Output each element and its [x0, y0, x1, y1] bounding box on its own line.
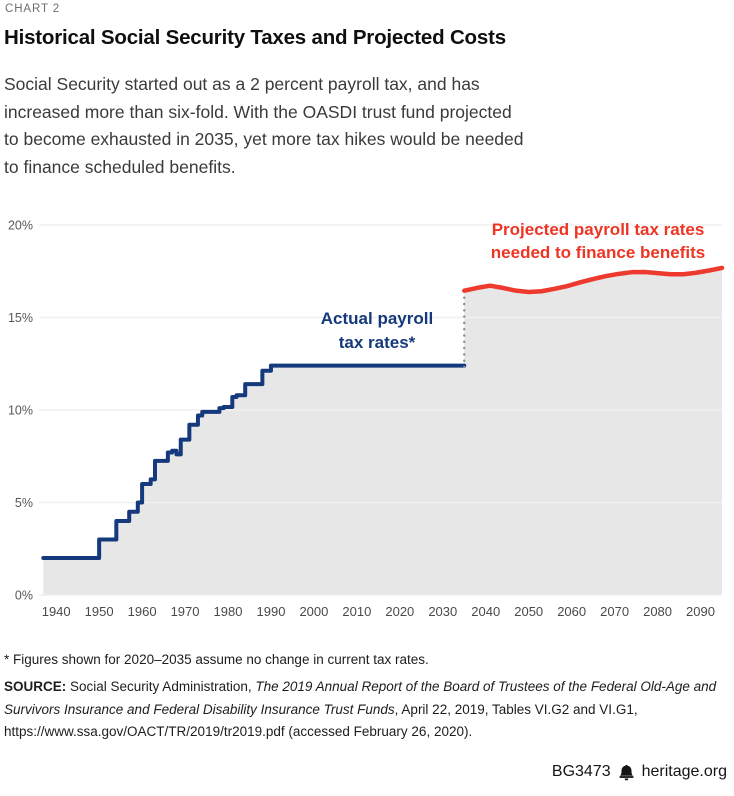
source-note: SOURCE: Social Security Administration, …: [4, 676, 730, 744]
x-axis-tick-label: 2020: [385, 604, 414, 619]
payroll-tax-chart: Actual payroll tax rates* Projected payrol…: [8, 219, 725, 619]
chart-number-label: CHART 2: [5, 3, 61, 15]
x-axis-tick-label: 2010: [342, 604, 371, 619]
x-axis-tick-label: 1980: [214, 604, 243, 619]
source-report-title: and Survivors Insurance and Federal Disa…: [4, 679, 717, 717]
chart-subtitle: Social Security started out as a 2 perce…: [4, 71, 524, 181]
x-axis-tick-label: 2050: [514, 604, 543, 619]
x-axis-tick-label: 1940: [42, 604, 71, 619]
projected-series-label: needed to finance benefits: [491, 243, 705, 262]
chart-footnote: * Figures shown for 2020–2035 assume no …: [4, 652, 429, 667]
actual-rate-line: [41, 363, 467, 560]
area-fill: [43, 267, 723, 595]
page-title: Historical Social Security Taxes and Pro…: [4, 26, 506, 49]
x-axis-tick-label: 1990: [257, 604, 286, 619]
x-axis-tick-label: 1950: [85, 604, 114, 619]
x-axis-tick-label: 2070: [600, 604, 629, 619]
subtitle-line: Social Security started out as a 2 perce…: [4, 74, 480, 94]
document-id: BG3473: [551, 763, 611, 780]
footer-credit: BG3473 heritage.org: [552, 763, 727, 781]
actual-series-label: tax rates*: [339, 333, 416, 352]
source-url: https://www.ssa.gov/OACT/TR/2019/tr2019.…: [4, 724, 473, 739]
subtitle-line: to become exhausted in 2035, yet more ta…: [4, 129, 524, 149]
liberty-bell-icon: [618, 764, 635, 781]
x-axis-tick-label: 2080: [643, 604, 672, 619]
x-axis-tick-label: 2030: [428, 604, 457, 619]
projected-series-label: Projected payroll tax rates: [492, 220, 705, 239]
site-name: heritage.org: [641, 763, 727, 780]
source-text: Social Security Administration,: [66, 679, 256, 694]
subtitle-line: increased more than six-fold. With the O…: [4, 101, 512, 122]
x-axis-tick-label: 2090: [686, 604, 715, 619]
y-axis-tick-label: 5%: [15, 496, 33, 510]
y-axis-tick-label: 15%: [8, 311, 33, 325]
actual-series-label: Actual payroll: [321, 309, 433, 328]
x-axis-tick-label: 2040: [471, 604, 500, 619]
source-report-title: The 2019 Annual Report of the Board of T…: [255, 679, 690, 694]
source-text: , April 22, 2019, Tables VI.G2 and VI.G1…: [394, 701, 638, 717]
y-axis-tick-label: 20%: [8, 219, 33, 233]
x-axis-tick-label: 1960: [128, 604, 157, 619]
x-axis-tick-label: 1970: [171, 604, 200, 619]
x-axis-tick-label: 2060: [557, 604, 586, 619]
y-axis-tick-label: 0%: [15, 589, 33, 603]
subtitle-line: to finance scheduled benefits.: [4, 156, 236, 177]
y-axis-tick-label: 10%: [8, 404, 33, 418]
projected-rate-line: [462, 265, 725, 295]
source-label: SOURCE:: [4, 679, 67, 694]
x-axis-tick-label: 2000: [299, 604, 328, 619]
